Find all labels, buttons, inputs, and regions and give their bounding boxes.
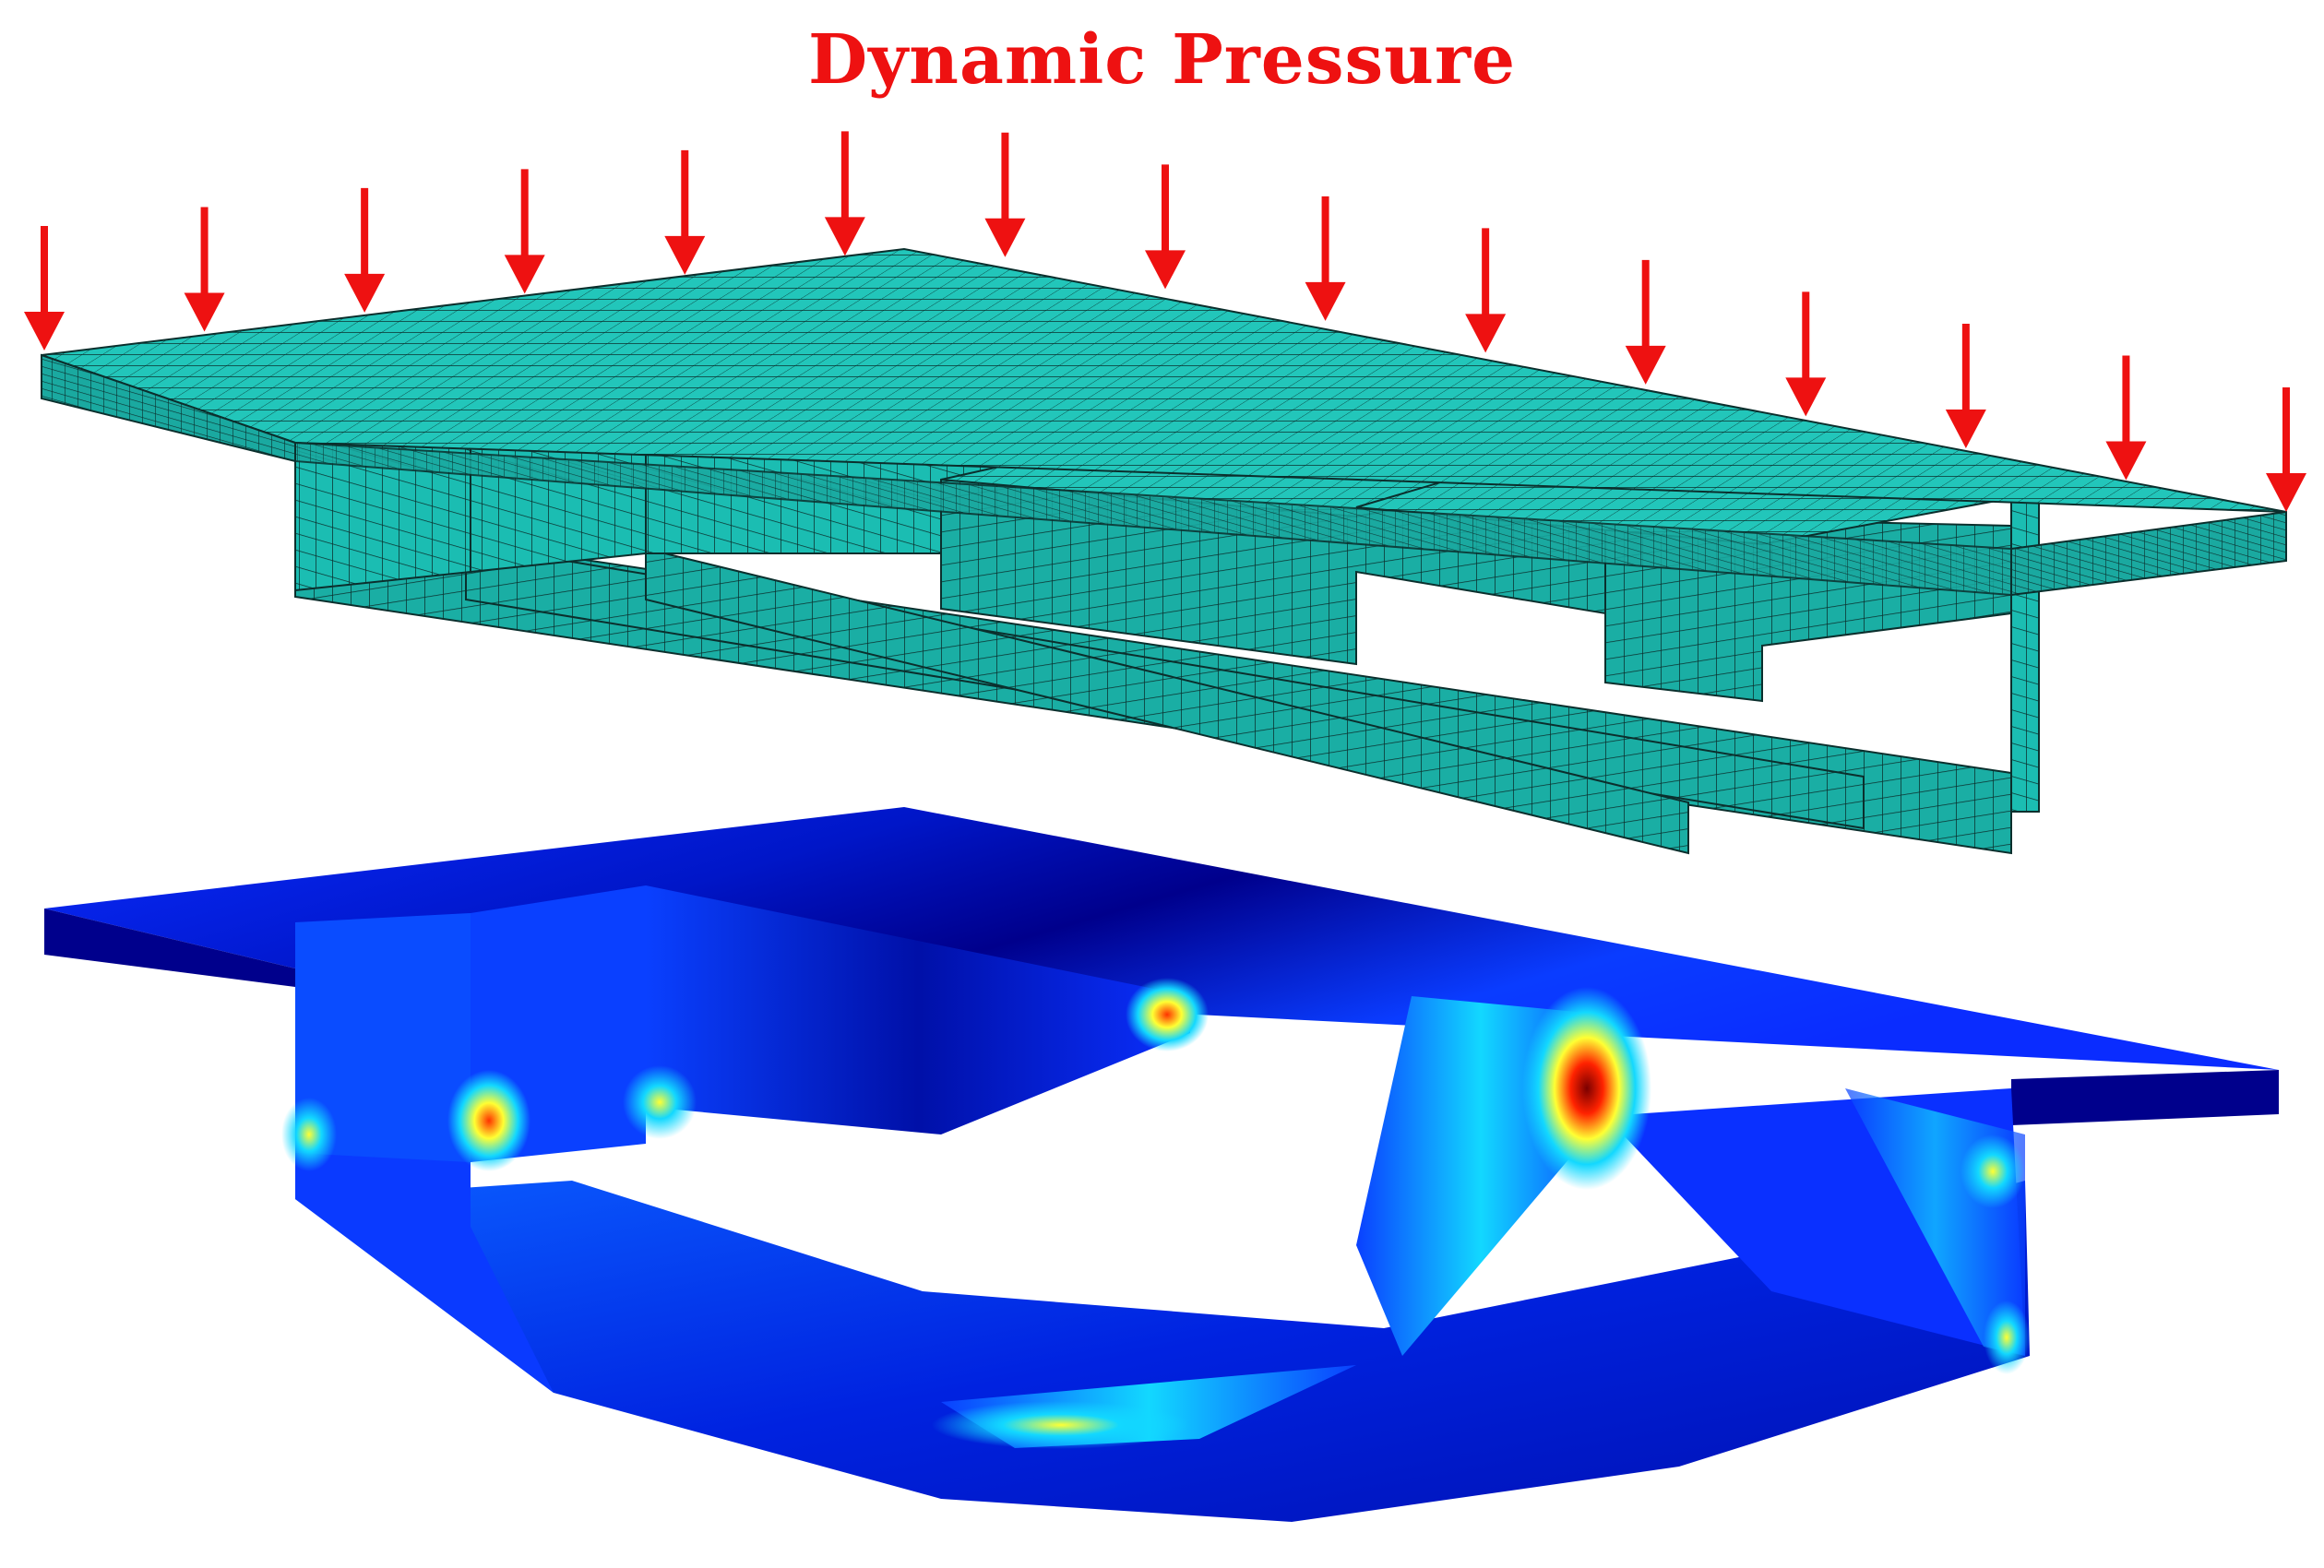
pressure-arrow bbox=[344, 187, 386, 313]
pressure-arrow bbox=[824, 131, 865, 256]
pressure-arrow bbox=[184, 207, 225, 332]
contour-hotspot-center bbox=[1126, 978, 1209, 1051]
contour-hotspot-inner bbox=[623, 1065, 697, 1139]
contour-hotspot-right bbox=[1961, 1134, 2025, 1208]
pressure-arrow bbox=[2266, 387, 2306, 512]
contour-hotspot-left bbox=[447, 1070, 530, 1171]
pressure-arrow bbox=[1305, 196, 1346, 321]
pressure-arrows bbox=[24, 131, 2306, 512]
mesh-girder-lower-1 bbox=[645, 547, 1689, 855]
mesh-model bbox=[41, 247, 2287, 855]
contour-hotspot-bottom bbox=[932, 1401, 1190, 1449]
contour-deck-top bbox=[44, 807, 2279, 1070]
pressure-arrow bbox=[2105, 355, 2147, 481]
contour-hotspot-far-left bbox=[281, 1098, 337, 1171]
mesh-deck-edge-front bbox=[294, 441, 2012, 597]
contour-block-center bbox=[646, 885, 1190, 1134]
pressure-contour-model bbox=[44, 807, 2279, 1522]
contour-hotspot-max bbox=[1522, 987, 1651, 1190]
mesh-block-far-right bbox=[2010, 479, 2040, 813]
pressure-arrow bbox=[984, 132, 1026, 257]
contour-hull-lower bbox=[295, 1181, 2030, 1522]
pressure-arrow bbox=[1145, 164, 1186, 290]
figure-title: Dynamic Pressure bbox=[807, 20, 1517, 100]
pressure-arrow bbox=[664, 149, 706, 275]
contour-hotspot-right-low bbox=[1984, 1301, 2030, 1374]
mesh-deck-edge-right bbox=[2010, 510, 2287, 597]
pressure-arrow bbox=[1785, 291, 1827, 417]
pressure-arrow bbox=[504, 169, 545, 294]
contour-deck-edge-right bbox=[2011, 1070, 2279, 1125]
contour-block-left bbox=[295, 913, 471, 1162]
pressure-arrow bbox=[1465, 228, 1507, 353]
pressure-arrow bbox=[1625, 259, 1666, 385]
contour-deck-edge-left bbox=[44, 909, 295, 987]
pressure-arrow bbox=[1945, 323, 1986, 448]
pressure-arrow bbox=[24, 226, 65, 350]
